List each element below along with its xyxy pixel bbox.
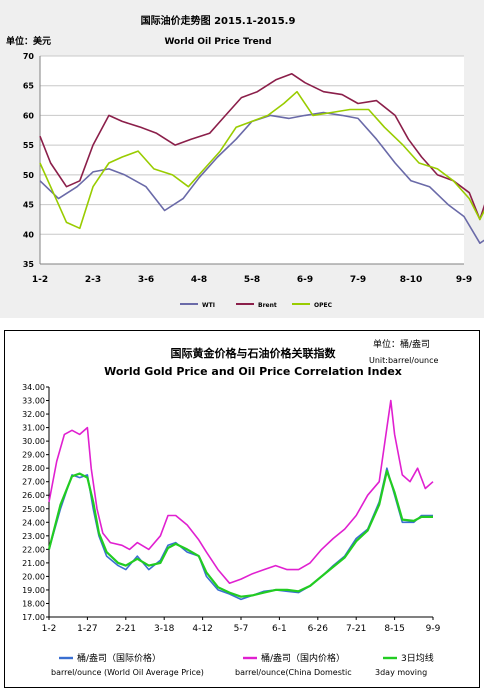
x-tick-label: 5-8 <box>244 275 260 285</box>
unit-label-en: Unit:barrel/ounce <box>369 356 438 365</box>
x-tick-label: 1-2 <box>32 275 48 285</box>
y-tick-label: 34.00 <box>22 383 45 392</box>
gold-oil-correlation-chart: 国际黄金价格与石油价格关联指数 World Gold Price and Oil … <box>4 330 480 688</box>
x-tick-label: 1-2 <box>42 624 57 634</box>
y-tick-label: 28.00 <box>22 464 45 473</box>
x-tick-label: 9-9 <box>426 624 441 634</box>
y-tick-label: 21.00 <box>22 559 45 568</box>
y-tick-label: 25.00 <box>22 505 45 514</box>
legend-label-1: 桶/盎司（国际价格） <box>77 652 161 664</box>
chart-subtitle: World Gold Price and Oil Price Correlati… <box>104 365 402 378</box>
y-tick-label: 70 <box>23 52 35 61</box>
x-tick-label: 8-10 <box>400 275 423 285</box>
legend-label-opec: OPEC <box>314 302 333 309</box>
unit-label-cn: 单位：桶/盎司 <box>373 338 430 350</box>
chart-title: 国际黄金价格与石油价格关联指数 <box>171 346 337 360</box>
x-tick-label: 1-27 <box>77 624 97 634</box>
y-tick-label: 55 <box>23 141 35 150</box>
legend-label-brent: Brent <box>258 302 277 309</box>
y-tick-label: 29.00 <box>22 451 45 460</box>
series-line-opec <box>39 90 484 230</box>
legend-label-en-3: 3day moving <box>375 668 427 677</box>
series-line-brent <box>39 73 484 221</box>
gold-oil-correlation-svg: 国际黄金价格与石油价格关联指数 World Gold Price and Oil … <box>22 338 441 677</box>
oil-price-trend-chart: 国际油价走势图 2015.1-2015.9 World Oil Price Tre… <box>0 0 484 318</box>
x-tick-label: 9-9 <box>456 275 472 285</box>
y-tick-label: 45 <box>23 201 35 210</box>
x-tick-label: 3-6 <box>138 275 154 285</box>
legend-label-wti: WTI <box>202 302 215 309</box>
y-tick-label: 22.00 <box>22 545 45 554</box>
series-line-3 <box>47 469 433 598</box>
y-tick-label: 19.00 <box>22 586 45 595</box>
y-tick-label: 50 <box>23 171 35 180</box>
legend-label-en-2: barrel/ounce(China Domestic <box>235 668 352 677</box>
oil-price-trend-svg: 国际油价走势图 2015.1-2015.9 World Oil Price Tre… <box>6 14 484 309</box>
y-tick-label: 33.00 <box>22 397 45 406</box>
series-line-wti <box>39 111 484 244</box>
y-tick-label: 24.00 <box>22 518 45 527</box>
x-tick-label: 4-8 <box>191 275 207 285</box>
legend-label-en-1: barrel/ounce (World Oil Average Price) <box>51 668 204 677</box>
y-tick-label: 30.00 <box>22 437 45 446</box>
chart-title: 国际油价走势图 2015.1-2015.9 <box>141 14 296 27</box>
y-tick-label: 20.00 <box>22 572 45 581</box>
x-tick-label: 2-21 <box>116 624 136 634</box>
x-tick-label: 6-9 <box>297 275 313 285</box>
y-tick-label: 40 <box>23 230 35 239</box>
y-tick-label: 18.00 <box>22 599 45 608</box>
y-tick-label: 65 <box>23 82 35 91</box>
x-tick-label: 6-1 <box>272 624 287 634</box>
legend-label-2: 桶/盎司（国内价格） <box>261 652 345 664</box>
y-tick-label: 60 <box>23 111 35 120</box>
x-tick-label: 7-9 <box>350 275 366 285</box>
chart-subtitle: World Oil Price Trend <box>164 37 271 47</box>
unit-label: 单位：美元 <box>6 35 51 47</box>
x-tick-label: 4-12 <box>192 624 212 634</box>
series-line-2 <box>48 399 434 584</box>
x-tick-label: 3-18 <box>154 624 175 634</box>
y-tick-label: 31.00 <box>22 424 45 433</box>
x-tick-label: 6-26 <box>308 624 329 634</box>
y-tick-label: 26.00 <box>22 491 45 500</box>
x-tick-label: 2-3 <box>85 275 101 285</box>
y-tick-label: 35 <box>23 260 35 269</box>
y-tick-label: 17.00 <box>22 613 45 622</box>
plot-area <box>40 56 464 264</box>
y-tick-label: 32.00 <box>22 410 45 419</box>
x-tick-label: 7-21 <box>346 624 366 634</box>
x-tick-label: 8-15 <box>384 624 404 634</box>
y-tick-label: 23.00 <box>22 532 45 541</box>
y-tick-label: 27.00 <box>22 478 45 487</box>
legend-label-3: 3日均线 <box>401 652 434 664</box>
x-tick-label: 5-7 <box>234 624 249 634</box>
